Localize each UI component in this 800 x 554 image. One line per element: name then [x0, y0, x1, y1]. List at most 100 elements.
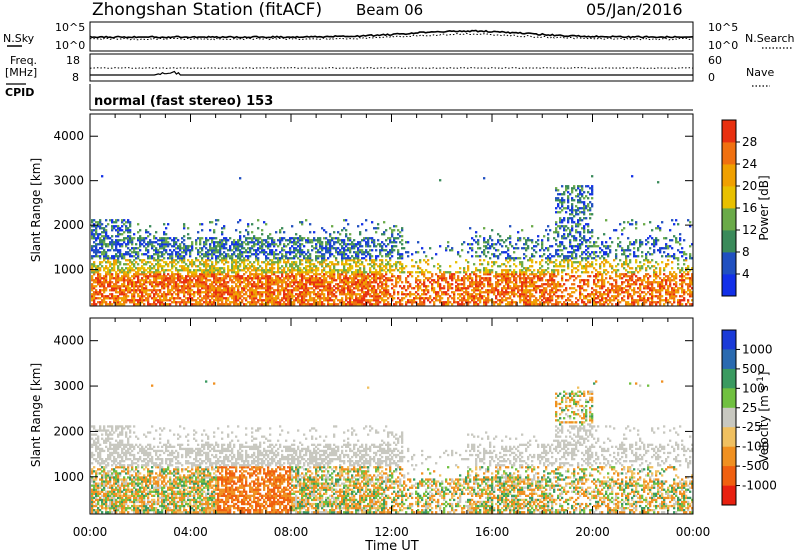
power-cell [125, 301, 128, 304]
power-cell [531, 255, 534, 258]
power-cell [319, 261, 322, 264]
power-cell [105, 219, 108, 222]
power-cell [211, 303, 214, 306]
power-cell [155, 251, 158, 254]
power-cell [539, 277, 542, 280]
power-cell [323, 297, 326, 300]
power-cell [499, 283, 502, 286]
power-cell [375, 289, 378, 292]
power-cell [519, 237, 522, 240]
power-cell [109, 263, 112, 266]
power-cell [535, 241, 538, 244]
power-cell [547, 237, 550, 240]
power-cell [373, 275, 376, 278]
power-cell [513, 257, 516, 260]
power-cell [177, 297, 180, 300]
power-cell [103, 287, 106, 290]
power-cell [217, 251, 220, 254]
power-cell [171, 265, 174, 268]
power-cell [475, 287, 478, 290]
power-cell [195, 291, 198, 294]
power-cell [569, 277, 572, 280]
power-cell [367, 283, 370, 286]
power-cell [505, 283, 508, 286]
power-cell [367, 287, 370, 290]
power-cell [201, 247, 204, 250]
power-cell [231, 289, 234, 292]
power-cell [123, 301, 126, 304]
power-cell [387, 277, 390, 280]
power-cell [333, 263, 336, 266]
power-cell [237, 295, 240, 298]
power-cell [271, 295, 274, 298]
power-cell [205, 273, 208, 276]
power-cell [263, 299, 266, 302]
power-cell [253, 295, 256, 298]
power-cell [509, 277, 512, 280]
power-cell [479, 263, 482, 266]
power-cell [519, 295, 522, 298]
power-cell [215, 247, 218, 250]
power-cell [347, 271, 350, 274]
power-cell [437, 293, 440, 296]
power-cell [555, 291, 558, 294]
power-cell [215, 223, 218, 226]
power-cell [527, 295, 530, 298]
power-cell [279, 271, 282, 274]
power-cell [147, 295, 150, 298]
power-cell [187, 289, 190, 292]
power-cell [199, 301, 202, 304]
power-cell [159, 255, 162, 258]
power-cell [567, 201, 570, 204]
power-cell [155, 231, 158, 234]
power-cell [235, 241, 238, 244]
power-cell [167, 299, 170, 302]
power-cell [125, 295, 128, 298]
power-cell [289, 251, 292, 254]
power-cell [249, 293, 252, 296]
power-cell [423, 281, 426, 284]
power-cell [351, 301, 354, 304]
power-cell [483, 269, 486, 272]
power-cell [435, 295, 438, 298]
power-cell [527, 301, 530, 304]
power-cell [183, 299, 186, 302]
power-cell [167, 303, 170, 306]
power-cell [525, 287, 528, 290]
power-cell [221, 227, 224, 230]
power-cell [249, 291, 252, 294]
power-cell [521, 289, 524, 292]
power-cell [565, 289, 568, 292]
power-cell [273, 245, 276, 248]
power-cell [175, 251, 178, 254]
power-cell [329, 235, 332, 238]
power-cell [119, 253, 122, 256]
power-cell [363, 253, 366, 256]
power-cell [159, 239, 162, 242]
power-cell [189, 245, 192, 248]
power-cell [441, 279, 444, 282]
power-cell [367, 299, 370, 302]
power-cell [557, 189, 560, 192]
power-cell [109, 277, 112, 280]
power-cell [93, 237, 96, 240]
power-cell [417, 275, 420, 278]
power-cell [187, 299, 190, 302]
power-cell [553, 287, 556, 290]
power-cell [321, 227, 324, 230]
power-cell [135, 253, 138, 256]
power-cell [353, 283, 356, 286]
power-cell [281, 237, 284, 240]
power-cell [507, 247, 510, 250]
power-cell [207, 265, 210, 268]
power-cell [369, 267, 372, 270]
power-cell [197, 285, 200, 288]
power-cell [245, 285, 248, 288]
power-cell [259, 269, 262, 272]
power-cell [135, 261, 138, 264]
power-cell [141, 265, 144, 268]
power-cell [401, 271, 404, 274]
power-cell [565, 187, 568, 190]
power-cell [493, 289, 496, 292]
power-cell [301, 239, 304, 242]
